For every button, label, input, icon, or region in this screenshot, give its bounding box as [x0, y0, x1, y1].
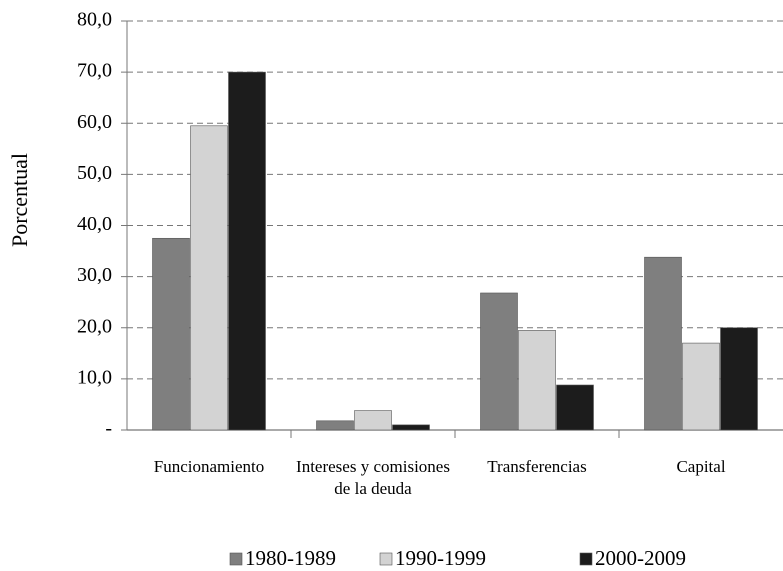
legend-label: 1980-1989: [245, 546, 336, 570]
legend-swatch: [379, 552, 393, 566]
x-tick-label: Funcionamiento: [153, 457, 265, 476]
bar: [354, 410, 392, 431]
y-tick-label: 80,0: [77, 9, 112, 31]
bar: [480, 292, 518, 431]
x-tick-label: Transferencias: [487, 457, 587, 476]
bar: [228, 71, 266, 431]
y-tick-label: 70,0: [77, 60, 112, 82]
legend-swatch: [579, 552, 593, 566]
bar: [720, 327, 758, 431]
bar: [190, 125, 228, 431]
y-tick-label: -: [105, 418, 112, 440]
legend-swatch: [229, 552, 243, 566]
bar: [518, 330, 556, 431]
bar: [316, 420, 354, 431]
legend-label: 1990-1999: [395, 546, 486, 570]
y-tick-label: 40,0: [77, 213, 112, 235]
bar: [644, 256, 682, 431]
y-tick-label: 60,0: [77, 111, 112, 133]
bar: [152, 237, 190, 431]
legend-label: 2000-2009: [595, 546, 686, 570]
y-tick-label: 20,0: [77, 315, 112, 337]
y-tick-label: 50,0: [77, 162, 112, 184]
bar: [392, 424, 430, 431]
x-tick-label: Capital: [676, 457, 726, 476]
bar: [556, 384, 594, 431]
y-tick-label: 30,0: [77, 264, 112, 286]
y-tick-label: 10,0: [77, 366, 112, 388]
bar: [682, 342, 720, 431]
y-axis-label: Porcentual: [7, 153, 32, 247]
x-tick-label: Intereses y comisiones de la deuda: [296, 457, 450, 498]
